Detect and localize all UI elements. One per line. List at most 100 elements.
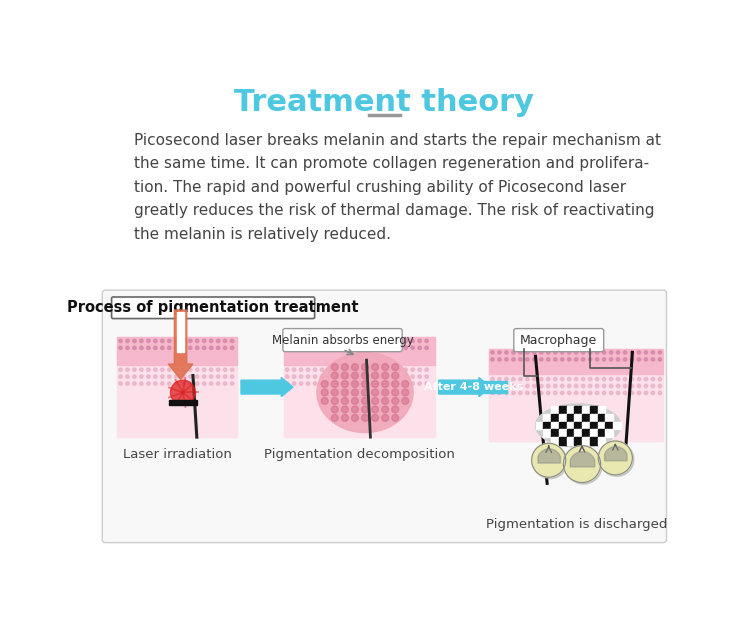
Circle shape: [616, 384, 620, 387]
Bar: [169, 400, 196, 405]
Circle shape: [334, 339, 338, 342]
Bar: [551, 429, 559, 437]
Circle shape: [490, 377, 494, 381]
Circle shape: [341, 364, 348, 371]
Circle shape: [348, 368, 352, 371]
Circle shape: [230, 339, 234, 342]
Circle shape: [126, 339, 129, 342]
Circle shape: [418, 346, 422, 349]
Circle shape: [581, 357, 585, 361]
Circle shape: [320, 382, 324, 385]
Bar: [489, 349, 663, 374]
Circle shape: [352, 372, 358, 379]
Circle shape: [596, 357, 598, 361]
Circle shape: [327, 382, 331, 385]
Text: Melanin absorbs energy: Melanin absorbs energy: [272, 334, 413, 347]
Circle shape: [411, 375, 414, 378]
Bar: [566, 437, 574, 445]
Circle shape: [390, 375, 394, 378]
Circle shape: [589, 384, 592, 387]
Circle shape: [581, 391, 585, 394]
Circle shape: [154, 368, 157, 371]
Circle shape: [327, 368, 331, 371]
Circle shape: [140, 339, 143, 342]
Circle shape: [133, 339, 136, 342]
Circle shape: [402, 381, 409, 387]
Circle shape: [332, 372, 338, 379]
Circle shape: [383, 346, 386, 349]
Circle shape: [306, 339, 310, 342]
Circle shape: [356, 368, 358, 371]
Circle shape: [352, 381, 358, 387]
Circle shape: [547, 350, 550, 354]
Circle shape: [334, 375, 338, 378]
Circle shape: [418, 382, 422, 385]
Circle shape: [202, 339, 206, 342]
Circle shape: [382, 406, 388, 413]
Circle shape: [224, 339, 226, 342]
Bar: [543, 429, 551, 437]
Circle shape: [392, 414, 399, 421]
Circle shape: [574, 391, 578, 394]
Circle shape: [292, 382, 296, 385]
Circle shape: [596, 377, 598, 381]
Circle shape: [341, 368, 344, 371]
Circle shape: [382, 389, 388, 396]
Circle shape: [126, 368, 129, 371]
Circle shape: [154, 339, 157, 342]
Bar: [551, 437, 559, 445]
Circle shape: [209, 382, 213, 385]
Bar: [117, 337, 237, 437]
Circle shape: [512, 350, 515, 354]
Circle shape: [623, 350, 627, 354]
Circle shape: [341, 382, 344, 385]
Circle shape: [209, 375, 213, 378]
Circle shape: [498, 350, 501, 354]
Circle shape: [547, 377, 550, 381]
Circle shape: [341, 339, 344, 342]
Bar: [559, 406, 566, 414]
Circle shape: [334, 346, 338, 349]
Circle shape: [126, 346, 129, 349]
Text: Treatment theory: Treatment theory: [234, 88, 534, 117]
Bar: [559, 429, 566, 437]
Circle shape: [321, 389, 328, 396]
Circle shape: [383, 368, 386, 371]
Circle shape: [644, 350, 648, 354]
Circle shape: [332, 406, 338, 413]
Circle shape: [383, 382, 386, 385]
Circle shape: [581, 350, 585, 354]
Circle shape: [392, 364, 399, 371]
FancyArrow shape: [241, 377, 293, 397]
Circle shape: [490, 391, 494, 394]
Ellipse shape: [536, 404, 621, 447]
Circle shape: [348, 382, 352, 385]
Circle shape: [382, 398, 388, 404]
Circle shape: [554, 391, 557, 394]
Circle shape: [658, 391, 662, 394]
Circle shape: [616, 377, 620, 381]
Circle shape: [560, 350, 564, 354]
Circle shape: [299, 375, 303, 378]
Circle shape: [532, 357, 536, 361]
Circle shape: [547, 391, 550, 394]
Circle shape: [209, 346, 213, 349]
Circle shape: [306, 375, 310, 378]
Circle shape: [369, 382, 373, 385]
Circle shape: [327, 339, 331, 342]
Circle shape: [292, 368, 296, 371]
Circle shape: [224, 382, 226, 385]
Circle shape: [202, 375, 206, 378]
Circle shape: [498, 384, 501, 387]
Circle shape: [371, 414, 379, 421]
Circle shape: [526, 350, 529, 354]
Circle shape: [600, 443, 634, 477]
Circle shape: [188, 382, 192, 385]
Bar: [566, 406, 574, 414]
Circle shape: [532, 391, 536, 394]
Circle shape: [539, 357, 543, 361]
Circle shape: [292, 339, 296, 342]
Circle shape: [532, 350, 536, 354]
Circle shape: [299, 346, 303, 349]
Circle shape: [404, 375, 407, 378]
